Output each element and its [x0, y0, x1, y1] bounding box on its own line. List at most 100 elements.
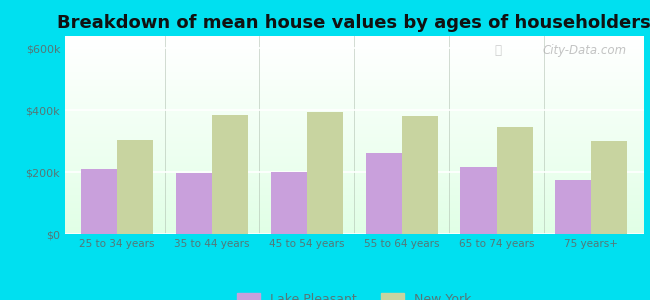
- Bar: [65, 67, 644, 68]
- Bar: [65, 111, 644, 112]
- Bar: [65, 229, 644, 230]
- Bar: [65, 88, 644, 89]
- Bar: [65, 157, 644, 158]
- Bar: [65, 61, 644, 62]
- Bar: [65, 224, 644, 225]
- Bar: [65, 153, 644, 154]
- Bar: [65, 175, 644, 176]
- Bar: [307, 112, 343, 234]
- Bar: [65, 208, 644, 209]
- Bar: [65, 119, 644, 120]
- Bar: [65, 168, 644, 169]
- Bar: [65, 154, 644, 155]
- Bar: [65, 66, 644, 67]
- Bar: [65, 184, 644, 185]
- Bar: [65, 159, 644, 160]
- Bar: [65, 49, 644, 50]
- Bar: [65, 48, 644, 49]
- Bar: [65, 40, 644, 41]
- Bar: [212, 115, 248, 234]
- Bar: [65, 56, 644, 57]
- Text: City-Data.com: City-Data.com: [542, 44, 626, 57]
- Bar: [65, 206, 644, 207]
- Bar: [65, 110, 644, 111]
- Bar: [65, 57, 644, 58]
- Bar: [65, 219, 644, 220]
- Bar: [65, 54, 644, 55]
- Bar: [366, 153, 402, 234]
- Bar: [65, 44, 644, 45]
- Bar: [65, 228, 644, 229]
- Bar: [65, 170, 644, 171]
- Bar: [65, 152, 644, 153]
- Bar: [65, 62, 644, 63]
- Bar: [65, 100, 644, 101]
- Bar: [65, 47, 644, 48]
- Bar: [65, 140, 644, 141]
- Bar: [65, 135, 644, 136]
- Bar: [65, 192, 644, 194]
- Bar: [65, 123, 644, 124]
- Bar: [65, 63, 644, 64]
- Bar: [65, 117, 644, 118]
- Bar: [65, 195, 644, 196]
- Bar: [592, 141, 627, 234]
- Bar: [65, 143, 644, 144]
- Bar: [65, 151, 644, 152]
- Bar: [65, 59, 644, 60]
- Bar: [65, 94, 644, 95]
- Bar: [65, 69, 644, 70]
- Bar: [65, 58, 644, 59]
- Bar: [65, 230, 644, 231]
- Bar: [65, 202, 644, 203]
- Bar: [65, 204, 644, 205]
- Bar: [65, 138, 644, 139]
- Bar: [65, 42, 644, 43]
- Bar: [65, 83, 644, 85]
- Bar: [65, 227, 644, 228]
- Bar: [65, 163, 644, 164]
- Bar: [65, 148, 644, 149]
- Title: Breakdown of mean house values by ages of householders: Breakdown of mean house values by ages o…: [57, 14, 650, 32]
- Bar: [65, 109, 644, 110]
- Bar: [65, 199, 644, 200]
- Bar: [65, 36, 644, 37]
- Bar: [65, 106, 644, 107]
- Bar: [65, 50, 644, 51]
- Bar: [65, 198, 644, 199]
- Text: ⓘ: ⓘ: [495, 44, 502, 57]
- Bar: [65, 147, 644, 148]
- Bar: [65, 116, 644, 117]
- Bar: [65, 167, 644, 168]
- Bar: [65, 115, 644, 116]
- Bar: [65, 74, 644, 75]
- Bar: [65, 127, 644, 128]
- Bar: [65, 201, 644, 202]
- Bar: [460, 167, 497, 234]
- Bar: [65, 85, 644, 86]
- Bar: [65, 223, 644, 224]
- Bar: [497, 127, 532, 234]
- Bar: [65, 113, 644, 114]
- Bar: [65, 231, 644, 232]
- Bar: [65, 99, 644, 100]
- Bar: [65, 80, 644, 82]
- Bar: [65, 55, 644, 56]
- Bar: [65, 214, 644, 215]
- Bar: [65, 134, 644, 135]
- Bar: [65, 222, 644, 223]
- Bar: [65, 182, 644, 184]
- Bar: [65, 166, 644, 167]
- Bar: [555, 181, 592, 234]
- Bar: [65, 92, 644, 93]
- Bar: [65, 86, 644, 88]
- Bar: [65, 126, 644, 127]
- Bar: [65, 156, 644, 157]
- Bar: [65, 124, 644, 125]
- Bar: [65, 85, 644, 86]
- Bar: [65, 158, 644, 159]
- Bar: [65, 146, 644, 147]
- Bar: [65, 160, 644, 161]
- Bar: [65, 221, 644, 222]
- Bar: [65, 144, 644, 145]
